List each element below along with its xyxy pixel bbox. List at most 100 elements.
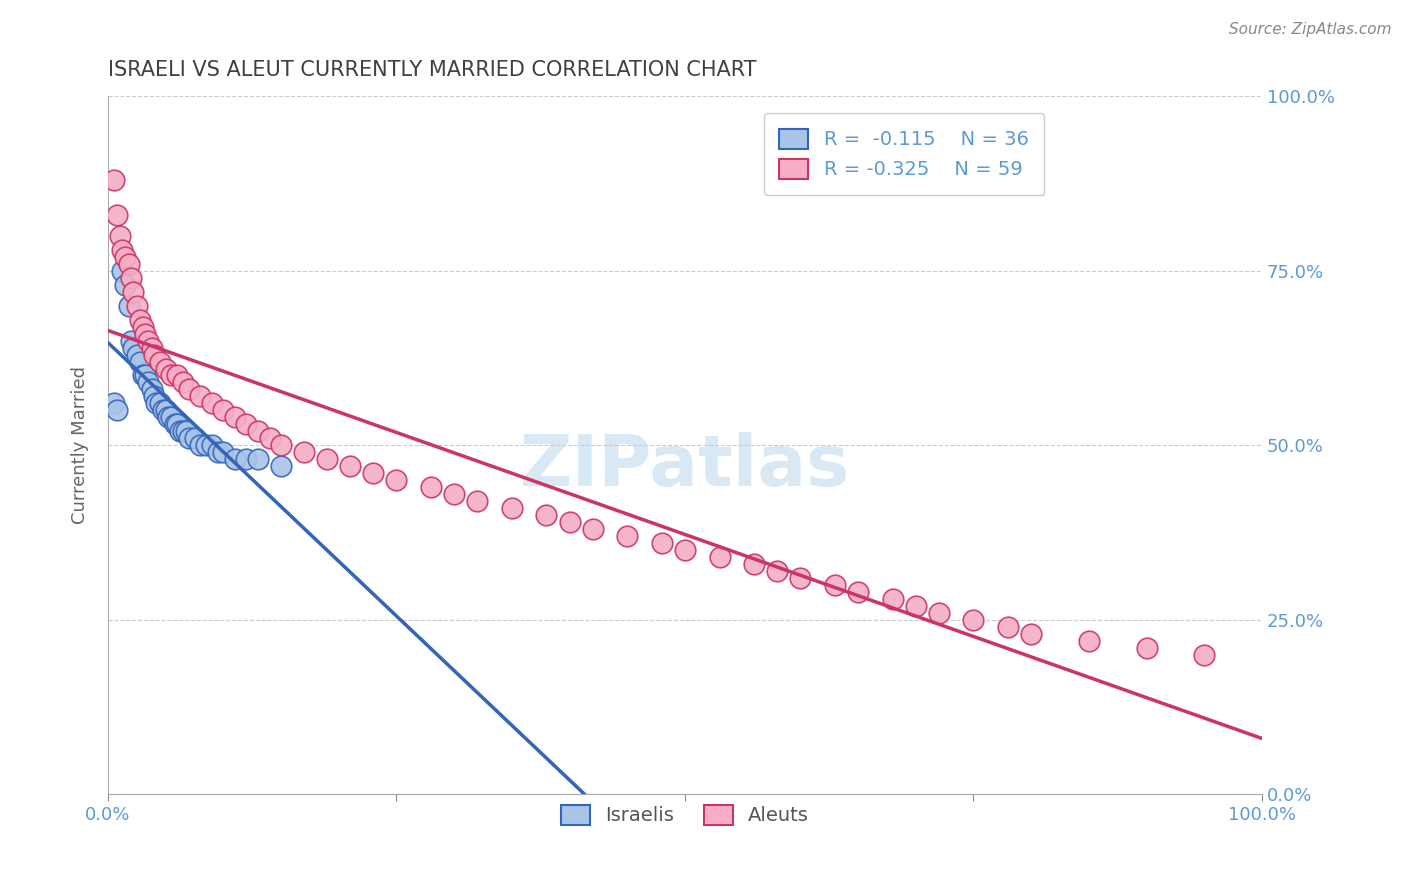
Point (292, 445, 315, 459)
Point (201, 396, 224, 410)
Point (160, 410, 183, 425)
Point (149, 396, 172, 410)
Point (129, 354, 152, 368)
Point (120, 270, 142, 285)
Point (188, 438, 211, 452)
Point (122, 341, 145, 355)
Point (207, 445, 229, 459)
Point (997, 619, 1019, 633)
Point (616, 529, 638, 543)
Point (131, 319, 153, 334)
Point (846, 584, 869, 599)
Point (558, 515, 581, 529)
Point (155, 403, 177, 417)
Point (169, 425, 191, 439)
Point (111, 243, 134, 257)
Point (420, 480, 443, 494)
Point (111, 264, 134, 278)
Point (363, 466, 385, 480)
Point (195, 438, 218, 452)
Point (172, 376, 194, 390)
Text: ISRAELI VS ALEUT CURRENTLY MARRIED CORRELATION CHART: ISRAELI VS ALEUT CURRENTLY MARRIED CORRE… (108, 60, 756, 79)
Point (224, 452, 246, 467)
Point (134, 326, 156, 341)
Point (103, 396, 125, 410)
Y-axis label: Currently Married: Currently Married (72, 367, 89, 524)
Point (235, 452, 257, 467)
Point (160, 368, 183, 383)
Point (789, 571, 811, 585)
Point (385, 473, 408, 487)
Point (122, 285, 145, 299)
Point (224, 410, 246, 425)
Point (501, 501, 523, 516)
Point (183, 431, 205, 445)
Point (443, 487, 465, 501)
Point (824, 578, 846, 592)
Point (141, 341, 163, 355)
Point (465, 494, 488, 508)
Point (145, 396, 167, 410)
Point (125, 299, 148, 313)
Point (172, 425, 194, 439)
Point (103, 173, 125, 187)
Point (259, 431, 281, 445)
Point (118, 257, 141, 271)
Point (582, 522, 605, 536)
Point (176, 425, 198, 439)
Point (156, 410, 179, 425)
Point (316, 452, 339, 467)
Point (105, 403, 128, 417)
Point (962, 613, 984, 627)
Point (212, 445, 235, 459)
Text: ZIPatlas: ZIPatlas (520, 432, 851, 500)
Point (114, 277, 136, 292)
Point (1077, 633, 1099, 648)
Point (134, 368, 156, 383)
Point (177, 383, 200, 397)
Point (235, 417, 257, 432)
Point (114, 250, 136, 264)
Point (1135, 640, 1157, 655)
Point (1019, 626, 1042, 640)
Point (108, 229, 131, 244)
Point (709, 549, 731, 564)
Point (904, 599, 927, 613)
Point (163, 417, 186, 432)
Point (673, 542, 696, 557)
Point (246, 452, 269, 467)
Point (928, 606, 950, 620)
Point (141, 383, 163, 397)
Point (201, 438, 224, 452)
Point (138, 334, 160, 348)
Point (188, 389, 211, 403)
Point (131, 368, 153, 383)
Point (651, 536, 673, 550)
Point (1192, 648, 1215, 662)
Point (270, 459, 292, 474)
Point (149, 354, 172, 368)
Point (766, 564, 789, 578)
Point (742, 557, 765, 571)
Point (155, 361, 177, 376)
Point (120, 334, 142, 348)
Text: Source: ZipAtlas.com: Source: ZipAtlas.com (1229, 22, 1392, 37)
Point (882, 591, 904, 606)
Point (166, 368, 188, 383)
Point (143, 347, 166, 361)
Point (177, 431, 200, 445)
Point (246, 425, 269, 439)
Point (166, 417, 188, 432)
Point (143, 389, 166, 403)
Point (118, 299, 141, 313)
Point (536, 508, 558, 522)
Point (152, 403, 174, 417)
Point (105, 208, 128, 222)
Point (339, 459, 361, 474)
Legend: Israelis, Aleuts: Israelis, Aleuts (553, 797, 817, 833)
Point (125, 347, 148, 361)
Point (129, 312, 152, 326)
Point (270, 438, 292, 452)
Point (212, 403, 235, 417)
Point (138, 376, 160, 390)
